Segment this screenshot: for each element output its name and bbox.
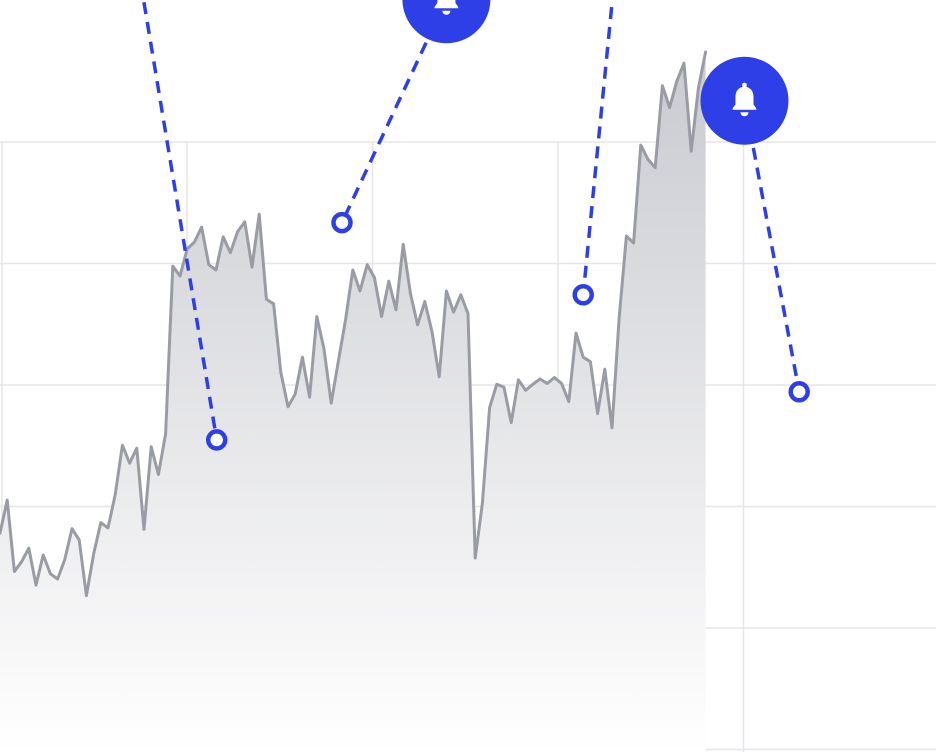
bell-icon xyxy=(732,82,757,117)
alert-marker[interactable] xyxy=(331,211,353,234)
bell-body xyxy=(732,86,757,110)
alert-marker[interactable] xyxy=(205,429,228,451)
alert-connector-line xyxy=(751,147,800,383)
alert-2[interactable] xyxy=(331,0,491,234)
area-fill-layer xyxy=(0,51,706,752)
alert-badge[interactable] xyxy=(402,0,491,44)
alert-3[interactable] xyxy=(572,0,669,306)
alert-connector-line xyxy=(142,1,217,431)
alert-1[interactable] xyxy=(92,0,228,451)
series-line-layer xyxy=(0,50,708,598)
alert-connector-line xyxy=(344,41,428,215)
bell-clapper xyxy=(740,112,749,117)
alerts-layer[interactable] xyxy=(92,0,810,451)
alert-marker[interactable] xyxy=(572,284,594,306)
series-line xyxy=(0,50,708,598)
bell-icon xyxy=(434,0,459,15)
bell-clapper xyxy=(442,10,451,15)
alert-marker[interactable] xyxy=(788,381,810,403)
series-area xyxy=(0,51,706,752)
bell-body xyxy=(434,0,459,9)
bell-top xyxy=(742,82,747,88)
alert-4[interactable] xyxy=(700,56,810,403)
